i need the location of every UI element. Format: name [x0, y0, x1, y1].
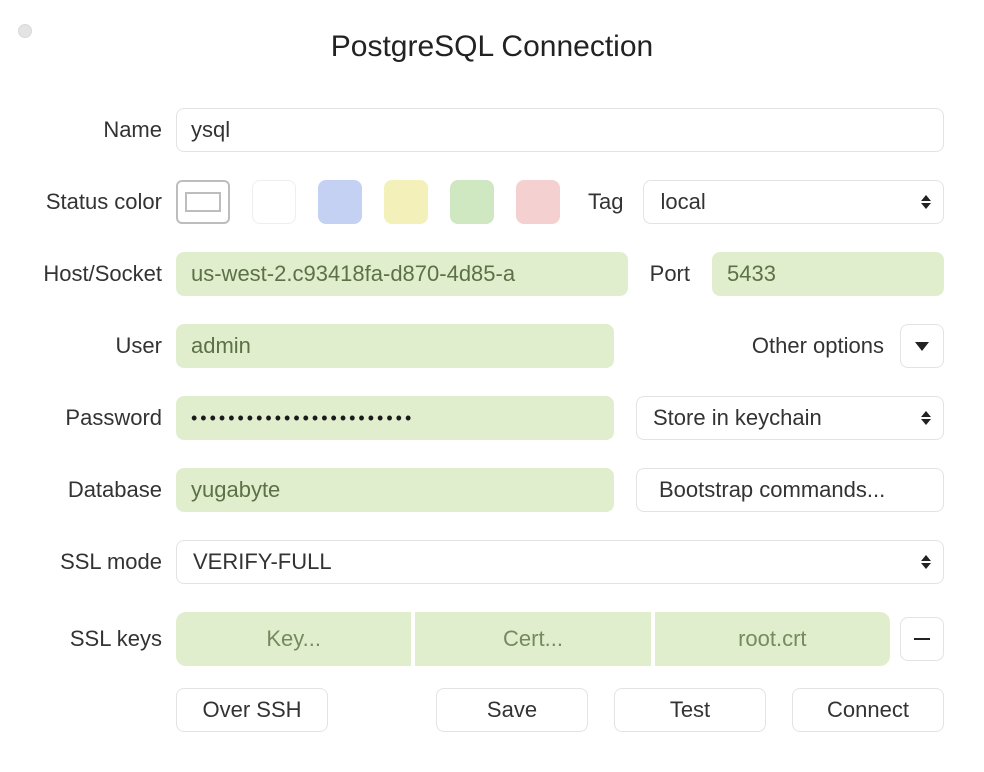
label-password: Password [0, 405, 176, 431]
ssl-mode-value: VERIFY-FULL [193, 549, 332, 575]
label-status-color: Status color [0, 189, 176, 215]
label-database: Database [0, 477, 176, 503]
status-swatch-green[interactable] [450, 180, 494, 224]
password-store-value: Store in keychain [653, 405, 822, 431]
user-input[interactable] [176, 324, 614, 368]
host-input[interactable] [176, 252, 628, 296]
status-swatch-white[interactable] [252, 180, 296, 224]
window-traffic-light [18, 24, 32, 38]
row-ssl-mode: SSL mode VERIFY-FULL [0, 540, 944, 584]
status-swatch-yellow[interactable] [384, 180, 428, 224]
tag-select[interactable]: local [643, 180, 944, 224]
label-ssl-mode: SSL mode [0, 549, 176, 575]
other-options-toggle[interactable] [900, 324, 944, 368]
updown-icon [921, 411, 931, 425]
row-database: Database Bootstrap commands... [0, 468, 944, 512]
row-host-port: Host/Socket Port [0, 252, 944, 296]
save-label: Save [487, 697, 537, 723]
test-label: Test [670, 697, 710, 723]
row-password: Password •••••••••••••••••••••••• Store … [0, 396, 944, 440]
dialog-title: PostgreSQL Connection [0, 0, 984, 108]
chevron-down-icon [915, 342, 929, 351]
ssl-cert-button[interactable]: Cert... [415, 612, 650, 666]
tag-select-value: local [660, 189, 705, 215]
test-button[interactable]: Test [614, 688, 766, 732]
password-store-select[interactable]: Store in keychain [636, 396, 944, 440]
row-status-tag: Status color Tag local [0, 180, 944, 224]
row-name: Name [0, 108, 944, 152]
label-ssl-keys: SSL keys [0, 626, 176, 652]
over-ssh-label: Over SSH [202, 697, 301, 723]
status-swatch-red[interactable] [516, 180, 560, 224]
status-swatch-none-inner [185, 192, 221, 212]
ssl-cert-label: Cert... [503, 626, 563, 652]
status-swatch-blue[interactable] [318, 180, 362, 224]
row-user-other: User Other options [0, 324, 944, 368]
label-name: Name [0, 117, 176, 143]
minus-icon [914, 638, 930, 640]
ssl-key-label: Key... [266, 626, 321, 652]
label-host: Host/Socket [0, 261, 176, 287]
ssl-mode-select[interactable]: VERIFY-FULL [176, 540, 944, 584]
bootstrap-button[interactable]: Bootstrap commands... [636, 468, 944, 512]
ssl-key-button[interactable]: Key... [176, 612, 411, 666]
status-swatch-none[interactable] [176, 180, 230, 224]
footer-buttons: Over SSH Save Test Connect [0, 688, 944, 732]
ssl-remove-button[interactable] [900, 617, 944, 661]
bootstrap-button-label: Bootstrap commands... [659, 477, 885, 503]
port-input-text[interactable] [727, 261, 929, 287]
ssl-root-label: root.crt [738, 626, 806, 652]
updown-icon [921, 555, 931, 569]
connection-form: Name Status color Tag local Host/Socket [0, 108, 984, 732]
port-input[interactable] [712, 252, 944, 296]
label-tag: Tag [588, 189, 623, 215]
row-ssl-keys: SSL keys Key... Cert... root.crt [0, 612, 944, 666]
connect-label: Connect [827, 697, 909, 723]
connect-button[interactable]: Connect [792, 688, 944, 732]
host-input-text[interactable] [191, 261, 613, 287]
database-input[interactable] [176, 468, 614, 512]
updown-icon [921, 195, 931, 209]
label-user: User [0, 333, 176, 359]
over-ssh-button[interactable]: Over SSH [176, 688, 328, 732]
password-input[interactable]: •••••••••••••••••••••••• [176, 396, 614, 440]
label-other-options: Other options [752, 333, 884, 359]
status-color-swatches [176, 180, 560, 224]
user-input-text[interactable] [191, 333, 599, 359]
save-button[interactable]: Save [436, 688, 588, 732]
password-mask: •••••••••••••••••••••••• [191, 408, 414, 429]
label-port: Port [650, 261, 690, 287]
name-input[interactable] [176, 108, 944, 152]
database-input-text[interactable] [191, 477, 599, 503]
ssl-root-button[interactable]: root.crt [655, 612, 890, 666]
name-input-text[interactable] [191, 117, 929, 143]
